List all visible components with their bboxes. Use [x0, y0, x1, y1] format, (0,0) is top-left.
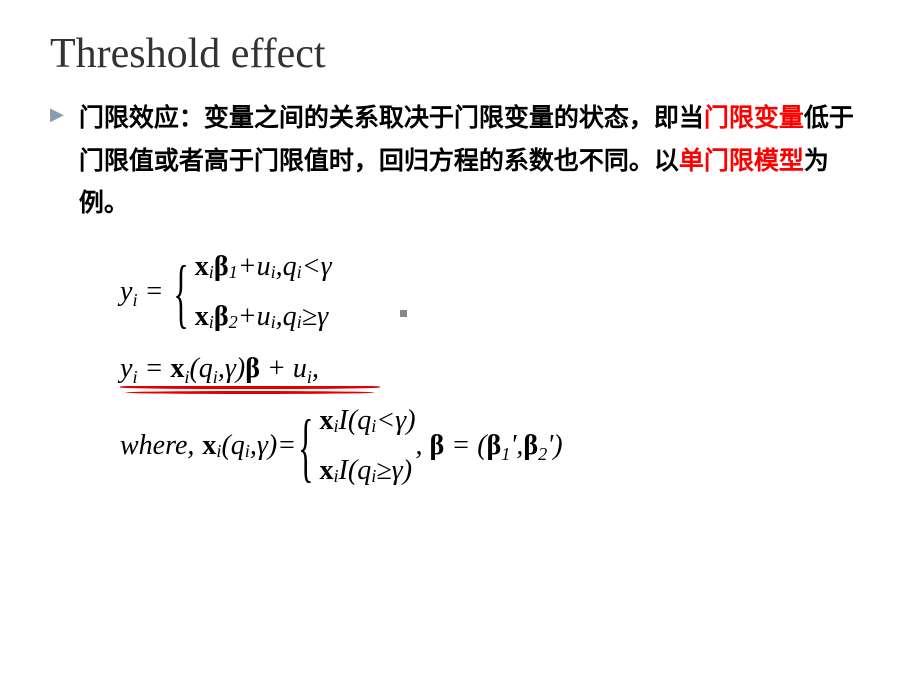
cases-2: xiI(qi < γ) xiI(qi ≥ γ)	[319, 405, 415, 487]
beta-def: , β = (β1',β2')	[416, 430, 563, 462]
text-red1: 门限变量	[704, 105, 804, 132]
where-case-2: xiI(qi ≥ γ)	[319, 455, 415, 487]
case-1: xiβ1 + ui, qi < γ	[195, 251, 332, 283]
left-brace-icon-2: {	[298, 407, 313, 484]
bullet-item: ▶ 门限效应：变量之间的关系取决于门限变量的状态，即当门限变量低于门限值或者高于…	[50, 98, 860, 226]
slide-title: Threshold effect	[50, 30, 860, 78]
text-red2: 单门限模型	[679, 148, 804, 175]
left-brace-icon: {	[173, 253, 188, 330]
equation-where: where, xi(qi,γ) = { xiI(qi < γ) xiI(qi ≥…	[120, 405, 860, 487]
case-2: xiβ2 + ui, qi ≥ γ	[195, 301, 332, 333]
equation-piecewise: yi = { xiβ1 + ui, qi < γ xiβ2 + ui, qi ≥…	[120, 251, 860, 333]
cases: xiβ1 + ui, qi < γ xiβ2 + ui, qi ≥ γ	[195, 251, 332, 333]
red-underline	[120, 385, 380, 389]
y-lhs: yi =	[120, 276, 163, 308]
bullet-triangle-icon: ▶	[50, 104, 64, 125]
math-block: yi = { xiβ1 + ui, qi < γ xiβ2 + ui, qi ≥…	[120, 251, 860, 487]
equation-compact: yi = xi(qi,γ)β + ui,	[120, 353, 860, 385]
body-text: 门限效应：变量之间的关系取决于门限变量的状态，即当门限变量低于门限值或者高于门限…	[79, 98, 860, 226]
red-underline-2	[125, 391, 375, 394]
where-label: where,	[120, 430, 194, 462]
where-case-1: xiI(qi < γ)	[319, 405, 415, 437]
text-part1: 门限效应：变量之间的关系取决于门限变量的状态，即当	[79, 105, 704, 132]
